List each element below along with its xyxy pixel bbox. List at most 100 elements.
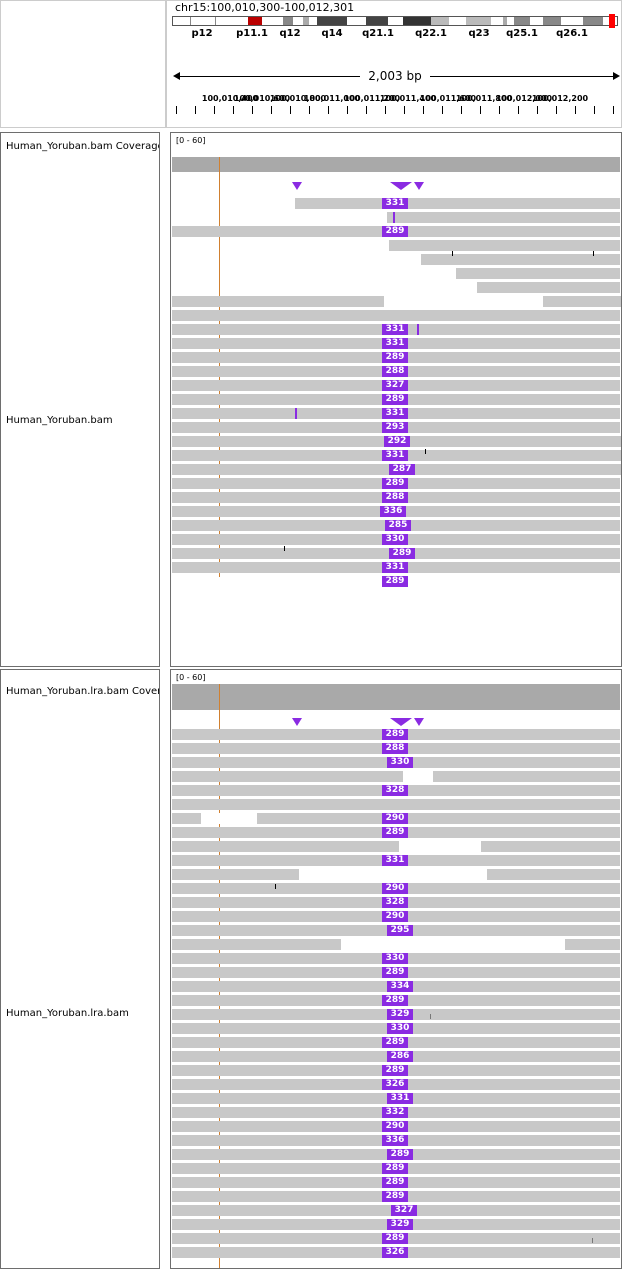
insertion-label[interactable]: 331 [387, 1093, 413, 1104]
insertion-label[interactable]: 330 [382, 953, 408, 964]
insertion-label[interactable]: 289 [382, 967, 408, 978]
insertion-label[interactable]: 290 [382, 813, 408, 824]
insertion-label[interactable]: 336 [382, 1135, 408, 1146]
aligned-read[interactable] [389, 240, 620, 251]
insertion-label[interactable]: 289 [382, 1065, 408, 1076]
insertion-label[interactable]: 289 [382, 478, 408, 489]
insertion-label[interactable]: 285 [385, 520, 411, 531]
insertion-label[interactable]: 328 [382, 785, 408, 796]
insertion-label[interactable]: 328 [382, 897, 408, 908]
insertion-small-icon[interactable] [295, 408, 297, 419]
insertion-label[interactable]: 289 [389, 548, 415, 559]
insertion-label[interactable]: 289 [382, 352, 408, 363]
ruler-tick-label: 100,012,200 [531, 94, 589, 103]
aligned-read[interactable] [172, 771, 620, 782]
ideogram-band [583, 17, 603, 25]
aligned-read[interactable] [543, 436, 621, 447]
insertion-small-icon[interactable] [393, 212, 395, 223]
lra-coverage-scale: [0 - 60] [176, 673, 206, 682]
insertion-label[interactable]: 331 [382, 855, 408, 866]
bam-coverage-bar [172, 157, 620, 172]
aligned-read[interactable] [596, 464, 621, 475]
insertion-label[interactable]: 290 [382, 911, 408, 922]
insertion-label[interactable]: 289 [382, 1037, 408, 1048]
insertion-marker-icon[interactable] [292, 718, 302, 726]
bam-track-name[interactable]: Human_Yoruban.bam [6, 415, 113, 426]
insertion-label[interactable]: 289 [382, 1163, 408, 1174]
band-label: q22.1 [415, 28, 447, 39]
insertion-label[interactable]: 288 [382, 743, 408, 754]
insertion-label[interactable]: 289 [382, 1191, 408, 1202]
aligned-read[interactable] [477, 282, 620, 293]
ruler-right-arrow-icon [613, 72, 620, 80]
ruler-tick-label: 100,011,400 [379, 94, 437, 103]
insertion-label[interactable]: 289 [382, 827, 408, 838]
aligned-read[interactable] [543, 296, 621, 307]
insertion-label[interactable]: 289 [382, 576, 408, 587]
ruler-tick-label: 100,011,800 [455, 94, 513, 103]
aligned-read[interactable] [421, 254, 620, 265]
insertion-label[interactable]: 290 [382, 1121, 408, 1132]
insertion-marker-icon[interactable] [390, 718, 412, 726]
insertion-label[interactable]: 330 [387, 1023, 413, 1034]
insertion-label[interactable]: 326 [382, 1079, 408, 1090]
insertion-marker-icon[interactable] [390, 182, 412, 190]
ruler-tick [233, 106, 234, 114]
lra-coverage-track-name[interactable]: Human_Yoruban.lra.bam Coverage [6, 686, 159, 697]
bam-data-panel[interactable]: [0 - 60] 331 289 331 331 289 288 327 289 331 293 2… [170, 132, 622, 667]
insertion-label[interactable]: 295 [387, 925, 413, 936]
aligned-read[interactable] [581, 450, 621, 461]
insertion-marker-icon[interactable] [414, 182, 424, 190]
chromosome-ideogram[interactable] [172, 14, 618, 28]
insertion-label[interactable]: 331 [382, 450, 408, 461]
insertion-label[interactable]: 289 [382, 1233, 408, 1244]
insertion-label[interactable]: 287 [389, 464, 415, 475]
aligned-read[interactable] [172, 296, 384, 307]
insertion-label[interactable]: 289 [382, 995, 408, 1006]
bam-name-panel: Human_Yoruban.bam Coverage Human_Yoruban… [0, 132, 160, 667]
bam-coverage-track-name[interactable]: Human_Yoruban.bam Coverage [6, 141, 160, 152]
insertion-label[interactable]: 289 [382, 394, 408, 405]
aligned-read[interactable] [387, 212, 620, 223]
insertion-label[interactable]: 331 [382, 324, 408, 335]
insertion-label[interactable]: 326 [382, 1247, 408, 1258]
insertion-label[interactable]: 332 [382, 1107, 408, 1118]
insertion-label[interactable]: 290 [382, 883, 408, 894]
lra-track-name[interactable]: Human_Yoruban.lra.bam [6, 1008, 129, 1019]
insertion-label[interactable]: 288 [382, 366, 408, 377]
aligned-read[interactable] [172, 799, 620, 810]
insertion-label[interactable]: 289 [387, 1149, 413, 1160]
insertion-small-icon[interactable] [417, 324, 419, 335]
ideogram-band [514, 17, 530, 25]
insertion-label[interactable]: 289 [382, 1177, 408, 1188]
insertion-label[interactable]: 331 [382, 408, 408, 419]
ideogram-band [431, 17, 449, 25]
read-gap [399, 841, 481, 852]
insertion-label[interactable]: 288 [382, 492, 408, 503]
ruler-tick [366, 106, 367, 114]
insertion-label[interactable]: 331 [382, 562, 408, 573]
aligned-read[interactable] [172, 841, 620, 852]
insertion-label[interactable]: 330 [382, 534, 408, 545]
lra-data-panel[interactable]: [0 - 60] 289 288 330 328 290 289 331 290 328 290 2… [170, 669, 622, 1269]
insertion-label[interactable]: 292 [384, 436, 410, 447]
insertion-label[interactable]: 289 [382, 226, 408, 237]
aligned-read[interactable] [172, 310, 620, 321]
insertion-label[interactable]: 293 [382, 422, 408, 433]
insertion-label[interactable]: 289 [382, 729, 408, 740]
insertion-label[interactable]: 334 [387, 981, 413, 992]
insertion-label[interactable]: 330 [387, 757, 413, 768]
insertion-marker-icon[interactable] [292, 182, 302, 190]
insertion-label[interactable]: 286 [387, 1051, 413, 1062]
insertion-label[interactable]: 329 [387, 1219, 413, 1230]
ruler-tick [575, 106, 576, 114]
insertion-marker-icon[interactable] [414, 718, 424, 726]
insertion-label[interactable]: 329 [387, 1009, 413, 1020]
insertion-label[interactable]: 336 [380, 506, 406, 517]
aligned-read[interactable] [295, 198, 620, 209]
insertion-label[interactable]: 327 [382, 380, 408, 391]
insertion-label[interactable]: 331 [382, 338, 408, 349]
insertion-label[interactable]: 327 [391, 1205, 417, 1216]
insertion-label[interactable]: 331 [382, 198, 408, 209]
aligned-read[interactable] [456, 268, 620, 279]
